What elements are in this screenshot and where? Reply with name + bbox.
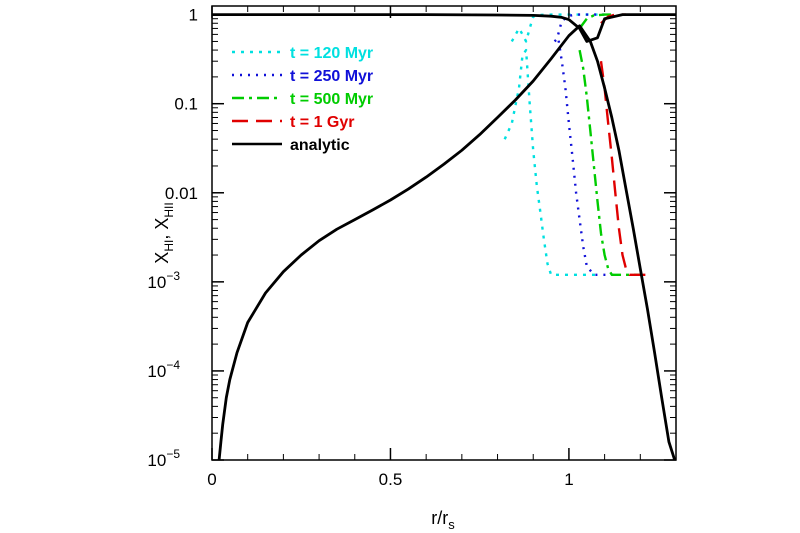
series-line-t-120-myr-hii [510,13,605,43]
y-tick-label: 0.01 [165,184,198,203]
y-tick-label: 10−5 [147,447,180,470]
legend-label: t = 500 Myr [290,91,373,108]
series-line-t-500-myr-hi [578,49,641,276]
y-tick-label: 0.1 [174,95,198,114]
series-line-analytic-hii [212,13,676,43]
series-line-t-1-gyr-hi [599,61,648,276]
x-axis-title: r/rs [431,508,455,532]
y-tick-label: 1 [189,6,198,25]
y-axis-title: XHI, XHII [152,202,176,263]
series-line-analytic-hi [217,24,676,460]
legend: t = 120 Myr t = 250 Myr t = 500 Myr t = 1 G… [232,45,373,154]
legend-label: analytic [290,137,350,154]
legend-label: t = 250 Myr [290,68,373,85]
y-tick-label: 10−4 [147,358,180,381]
legend-label: t = 1 Gyr [290,114,354,131]
x-tick-label: 1 [564,470,573,489]
legend-label: t = 120 Myr [290,45,373,62]
series-line-t-500-myr-hii [578,13,616,30]
series-line-t-120-myr-hi [503,48,598,276]
series-line-t-250-myr-hi [553,36,616,276]
y-tick-label: 10−3 [147,269,180,292]
plot-frame [211,5,677,461]
x-tick-label: 0 [207,470,216,489]
x-tick-label: 0.5 [379,470,403,489]
